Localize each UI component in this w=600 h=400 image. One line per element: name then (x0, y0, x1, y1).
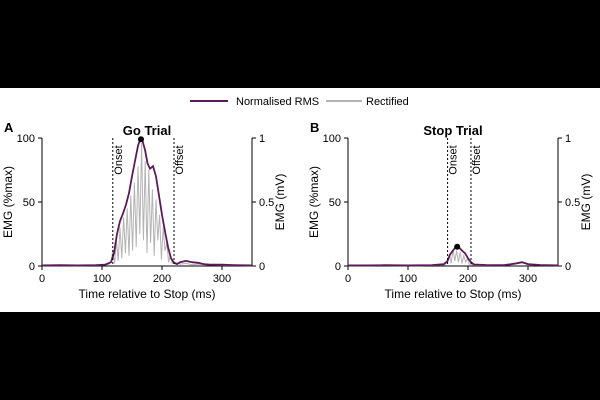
y-right-tick-label: 0.5 (565, 197, 580, 209)
y-left-axis-label: EMG (%max) (307, 166, 321, 238)
x-tick-label: 0 (345, 273, 351, 285)
y-right-tick-label: 1 (259, 133, 265, 145)
series-rms-line (41, 137, 253, 267)
x-tick-label: 0 (39, 273, 45, 285)
x-tick-label: 300 (213, 273, 231, 285)
x-axis-label: Time relative to Stop (ms) (79, 287, 216, 301)
panel-a: 0 100 200 300 0 50 100 0 0.5 1 Time relative to St… (1, 120, 287, 301)
y-left-axis-label: EMG (%max) (1, 166, 15, 238)
y-left-tick-label: 100 (17, 133, 35, 145)
y-right-tick-label: 0 (565, 261, 571, 273)
x-tick-label: 300 (519, 273, 537, 285)
marker-label-offset: Offset (174, 145, 186, 174)
y-right-axis-label: EMG (mV) (579, 174, 593, 231)
y-right-tick-label: 0 (259, 261, 265, 273)
x-tick-label: 200 (153, 273, 171, 285)
x-tick-label: 200 (459, 273, 477, 285)
y-right-axis-label: EMG (mV) (273, 174, 287, 231)
peak-point (454, 243, 461, 250)
x-axis-label: Time relative to Stop (ms) (385, 287, 522, 301)
y-right-tick-label: 0.5 (259, 197, 274, 209)
x-tick-label: 100 (93, 273, 111, 285)
marker-label-onset: Onset (113, 145, 125, 174)
marker-label-offset: Offset (471, 145, 483, 174)
panel-letter: B (310, 120, 319, 135)
y-left-tick-label: 0 (29, 261, 35, 273)
y-left-tick-label: 50 (329, 197, 341, 209)
legend-rms-label: Normalised RMS (236, 96, 319, 108)
peak-point (138, 136, 144, 143)
y-left-tick-label: 100 (323, 133, 341, 145)
figure: Normalised RMS Rectified 0 100 200 300 0 50 10… (0, 88, 600, 312)
panel-title: Stop Trial (423, 123, 482, 138)
series-rms-line (348, 245, 559, 267)
panel-letter: A (4, 120, 14, 135)
panel-title: Go Trial (123, 123, 171, 138)
panel-b: 0 100 200 300 0 50 100 0 0.5 1 Time relative to St… (307, 120, 593, 301)
marker-label-onset: Onset (448, 145, 460, 174)
y-left-tick-label: 50 (23, 197, 35, 209)
x-tick-label: 100 (399, 273, 417, 285)
figure-svg: Normalised RMS Rectified 0 100 200 30005010… (1, 96, 593, 301)
y-right-tick-label: 1 (565, 133, 571, 145)
y-left-tick-label: 0 (335, 261, 341, 273)
legend-rectified-label: Rectified (366, 96, 409, 108)
legend: Normalised RMS Rectified (190, 96, 409, 108)
